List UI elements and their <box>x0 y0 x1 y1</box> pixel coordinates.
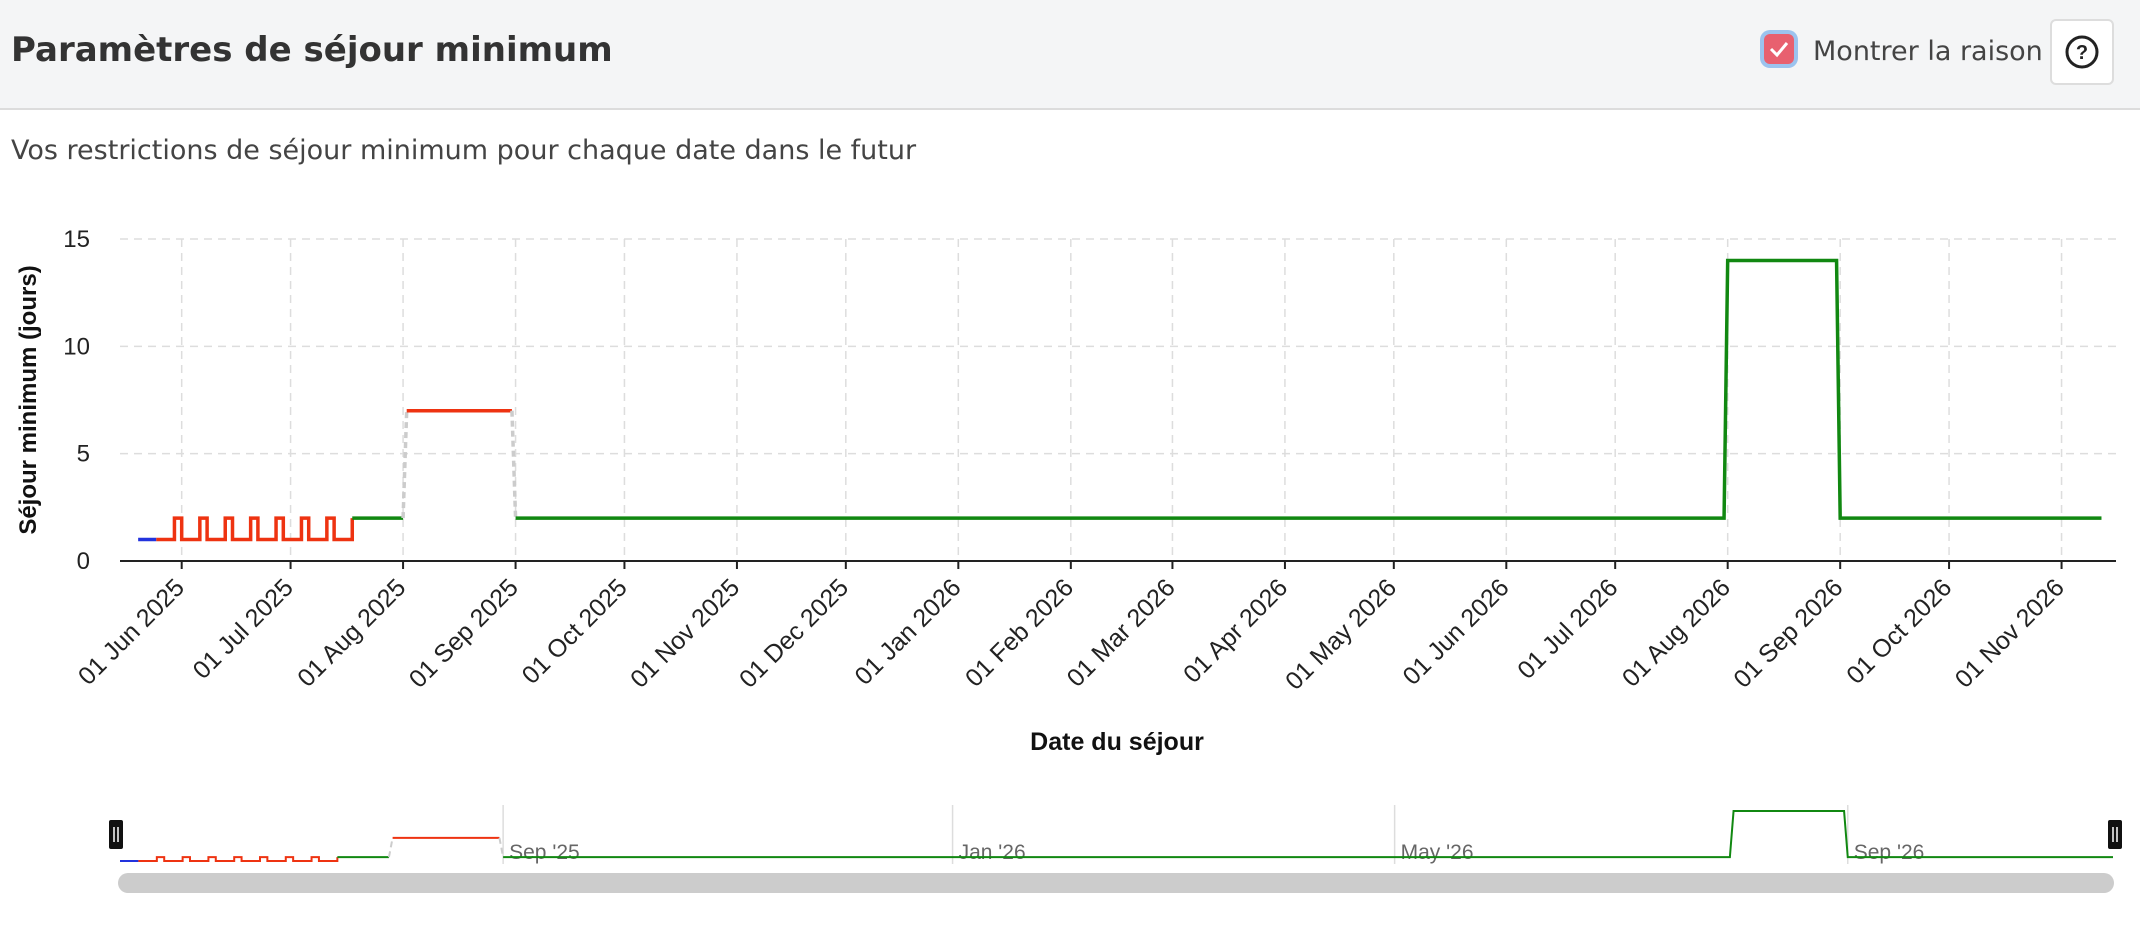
navigator-line <box>138 856 339 862</box>
navigator-line <box>498 837 505 858</box>
y-tick-label: 5 <box>77 441 90 468</box>
checkbox[interactable] <box>1764 34 1794 64</box>
description: Vos restrictions de séjour minimum pour … <box>11 135 917 166</box>
x-tick-label: 01 Oct 2026 <box>1841 573 1957 689</box>
navigator-tick-label: Jan '26 <box>959 841 1026 864</box>
x-tick-label: 01 Jun 2026 <box>1397 573 1514 690</box>
navigator-line <box>503 810 2113 859</box>
navigator-tick-label: Sep '25 <box>509 841 580 864</box>
x-tick-label: 01 Jun 2025 <box>73 573 190 690</box>
navigator-handle[interactable] <box>109 820 123 849</box>
x-tick-label: 01 Aug 2025 <box>292 573 411 692</box>
checkbox-label[interactable]: Montrer la raison <box>1813 36 2043 67</box>
navigator-line <box>387 837 394 858</box>
navigator-tick-label: May '26 <box>1401 841 1474 864</box>
series-line <box>401 410 409 519</box>
help-button[interactable]: ? <box>2050 19 2114 85</box>
y-tick-label: 10 <box>63 333 90 360</box>
x-tick-label: 01 Aug 2026 <box>1617 573 1736 692</box>
x-tick-label: 01 Nov 2026 <box>1950 573 2070 693</box>
x-tick-label: 01 Jul 2025 <box>188 573 299 684</box>
y-tick-label: 15 <box>63 226 90 253</box>
x-tick-label: 01 Jul 2026 <box>1512 573 1623 684</box>
y-axis-title: Séjour minimum (jours) <box>15 265 42 534</box>
page-title: Paramètres de séjour minimum <box>11 30 613 70</box>
x-tick-label: 01 Sep 2025 <box>404 573 524 693</box>
x-tick-label: 01 Mar 2026 <box>1062 573 1181 692</box>
series-line <box>515 258 2102 520</box>
navigator-tick-label: Sep '26 <box>1854 841 1925 864</box>
scrollbar <box>118 873 2114 893</box>
x-tick-label: 01 Feb 2026 <box>960 573 1079 692</box>
x-tick-label: 01 Apr 2026 <box>1178 573 1293 688</box>
series-line <box>510 410 518 519</box>
x-tick-label: 01 Dec 2025 <box>734 573 854 693</box>
header: Paramètres de séjour minimum Montrer la … <box>0 0 2140 110</box>
x-tick-label: 01 Oct 2025 <box>517 573 633 689</box>
series-line <box>156 516 355 542</box>
y-tick-label: 0 <box>77 548 90 575</box>
x-tick-label: 01 May 2026 <box>1280 573 1402 695</box>
x-tick-label: 01 Jan 2026 <box>849 573 966 690</box>
help-glyph: ? <box>2076 42 2088 64</box>
x-axis-title: Date du séjour <box>1030 728 1204 756</box>
check-icon <box>1769 42 1789 58</box>
x-tick-label: 01 Nov 2025 <box>625 573 745 693</box>
x-tick-label: 01 Sep 2026 <box>1728 573 1848 693</box>
help-icon: ? <box>2065 35 2099 69</box>
chart: Séjour minimum (jours) Date du séjour 0 5… <box>15 226 2122 893</box>
navigator-handle[interactable] <box>2108 820 2122 849</box>
